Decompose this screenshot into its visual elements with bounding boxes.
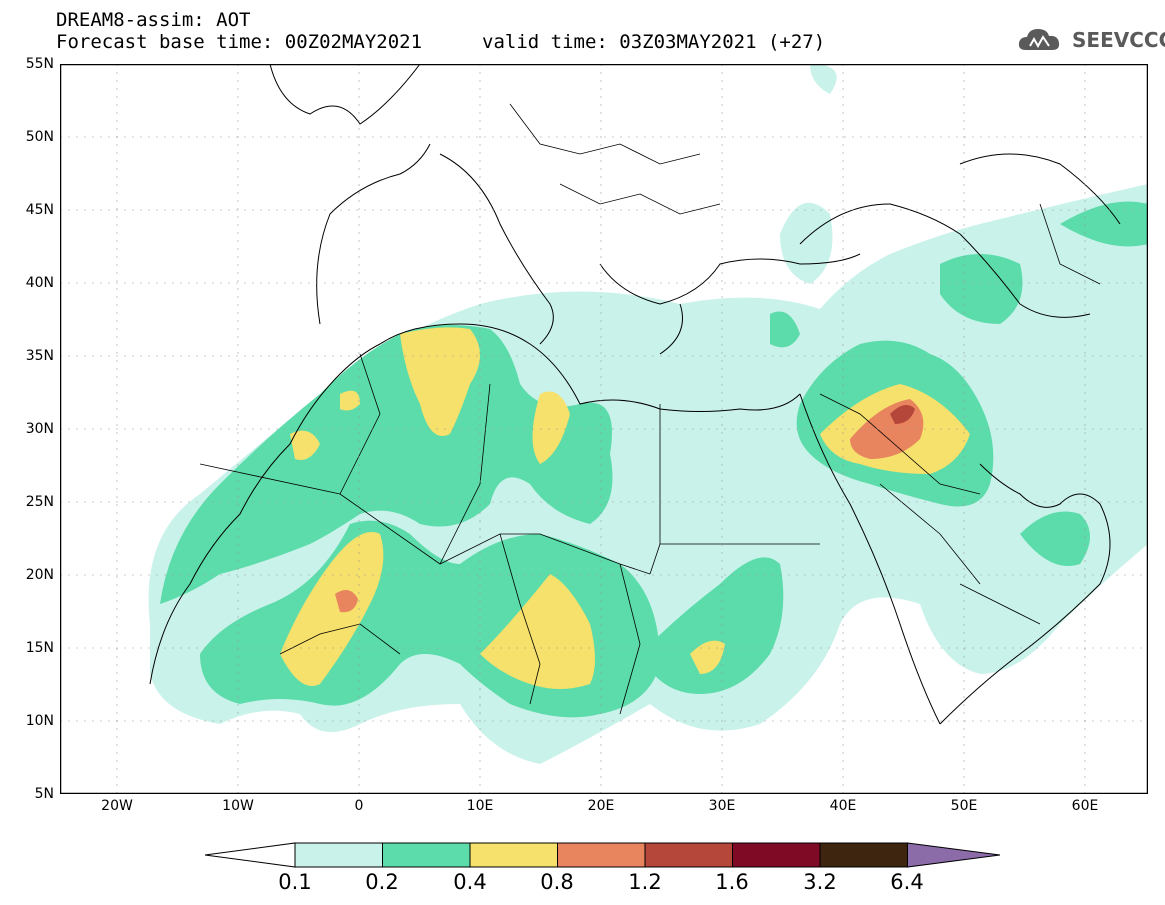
logo-text: SEEVCCC — [1072, 28, 1165, 52]
colorbar-label-0.8: 0.8 — [540, 870, 574, 894]
forecast-base-time: Forecast base time: 00Z02MAY2021 — [56, 31, 423, 53]
colorbar-label-6.4: 6.4 — [890, 870, 924, 894]
lat-label-45n: 45N — [25, 202, 54, 218]
colorbar-swatch-4 — [557, 842, 646, 868]
colorbar-swatch-5 — [644, 842, 733, 868]
colorbar-label-1.2: 1.2 — [628, 870, 662, 894]
lon-label-20e: 20E — [587, 798, 615, 814]
coastlines — [149, 63, 1121, 725]
lat-label-20n: 20N — [25, 567, 54, 583]
lon-label-40e: 40E — [829, 798, 857, 814]
lat-label-35n: 35N — [25, 348, 54, 364]
chart-title: DREAM8-assim: AOT — [56, 9, 251, 31]
lon-label-0: 0 — [354, 798, 364, 814]
colorbar-swatch-3 — [469, 842, 558, 868]
colorbar — [205, 842, 1000, 868]
lat-label-55n: 55N — [25, 56, 54, 72]
colorbar-swatch-1 — [294, 842, 383, 868]
lon-label-30e: 30E — [708, 798, 736, 814]
valid-time: valid time: 03Z03MAY2021 (+27) — [482, 31, 826, 53]
seevccc-logo: SEEVCCC — [1016, 24, 1165, 56]
colorbar-arrow-high — [907, 842, 1000, 868]
lon-label-10w: 10W — [222, 798, 254, 814]
colorbar-label-0.2: 0.2 — [365, 870, 399, 894]
map-canvas — [59, 63, 1149, 795]
map-gridlines — [60, 64, 1148, 794]
lat-label-5n: 5N — [34, 786, 54, 802]
map-frame — [59, 63, 1149, 795]
lon-label-20w: 20W — [101, 798, 133, 814]
colorbar-label-3.2: 3.2 — [803, 870, 837, 894]
colorbar-swatch-2 — [382, 842, 471, 868]
lon-label-50e: 50E — [950, 798, 978, 814]
colorbar-label-0.4: 0.4 — [453, 870, 487, 894]
aot-level-1.2 — [890, 405, 915, 424]
lat-label-30n: 30N — [25, 421, 54, 437]
lon-label-60e: 60E — [1071, 798, 1099, 814]
colorbar-swatch-6 — [732, 842, 821, 868]
aot-map — [59, 63, 1149, 795]
colorbar-label-0.1: 0.1 — [278, 870, 312, 894]
lat-label-15n: 15N — [25, 640, 54, 656]
colorbar-label-1.6: 1.6 — [715, 870, 749, 894]
country-borders — [199, 103, 1101, 715]
lon-label-10e: 10E — [466, 798, 494, 814]
colorbar-arrow-low — [205, 842, 296, 868]
colorbar-swatch-7 — [819, 842, 908, 868]
cloud-icon — [1018, 29, 1060, 50]
lat-label-50n: 50N — [25, 129, 54, 145]
lat-label-10n: 10N — [25, 713, 54, 729]
lat-label-25n: 25N — [25, 494, 54, 510]
lat-label-40n: 40N — [25, 275, 54, 291]
